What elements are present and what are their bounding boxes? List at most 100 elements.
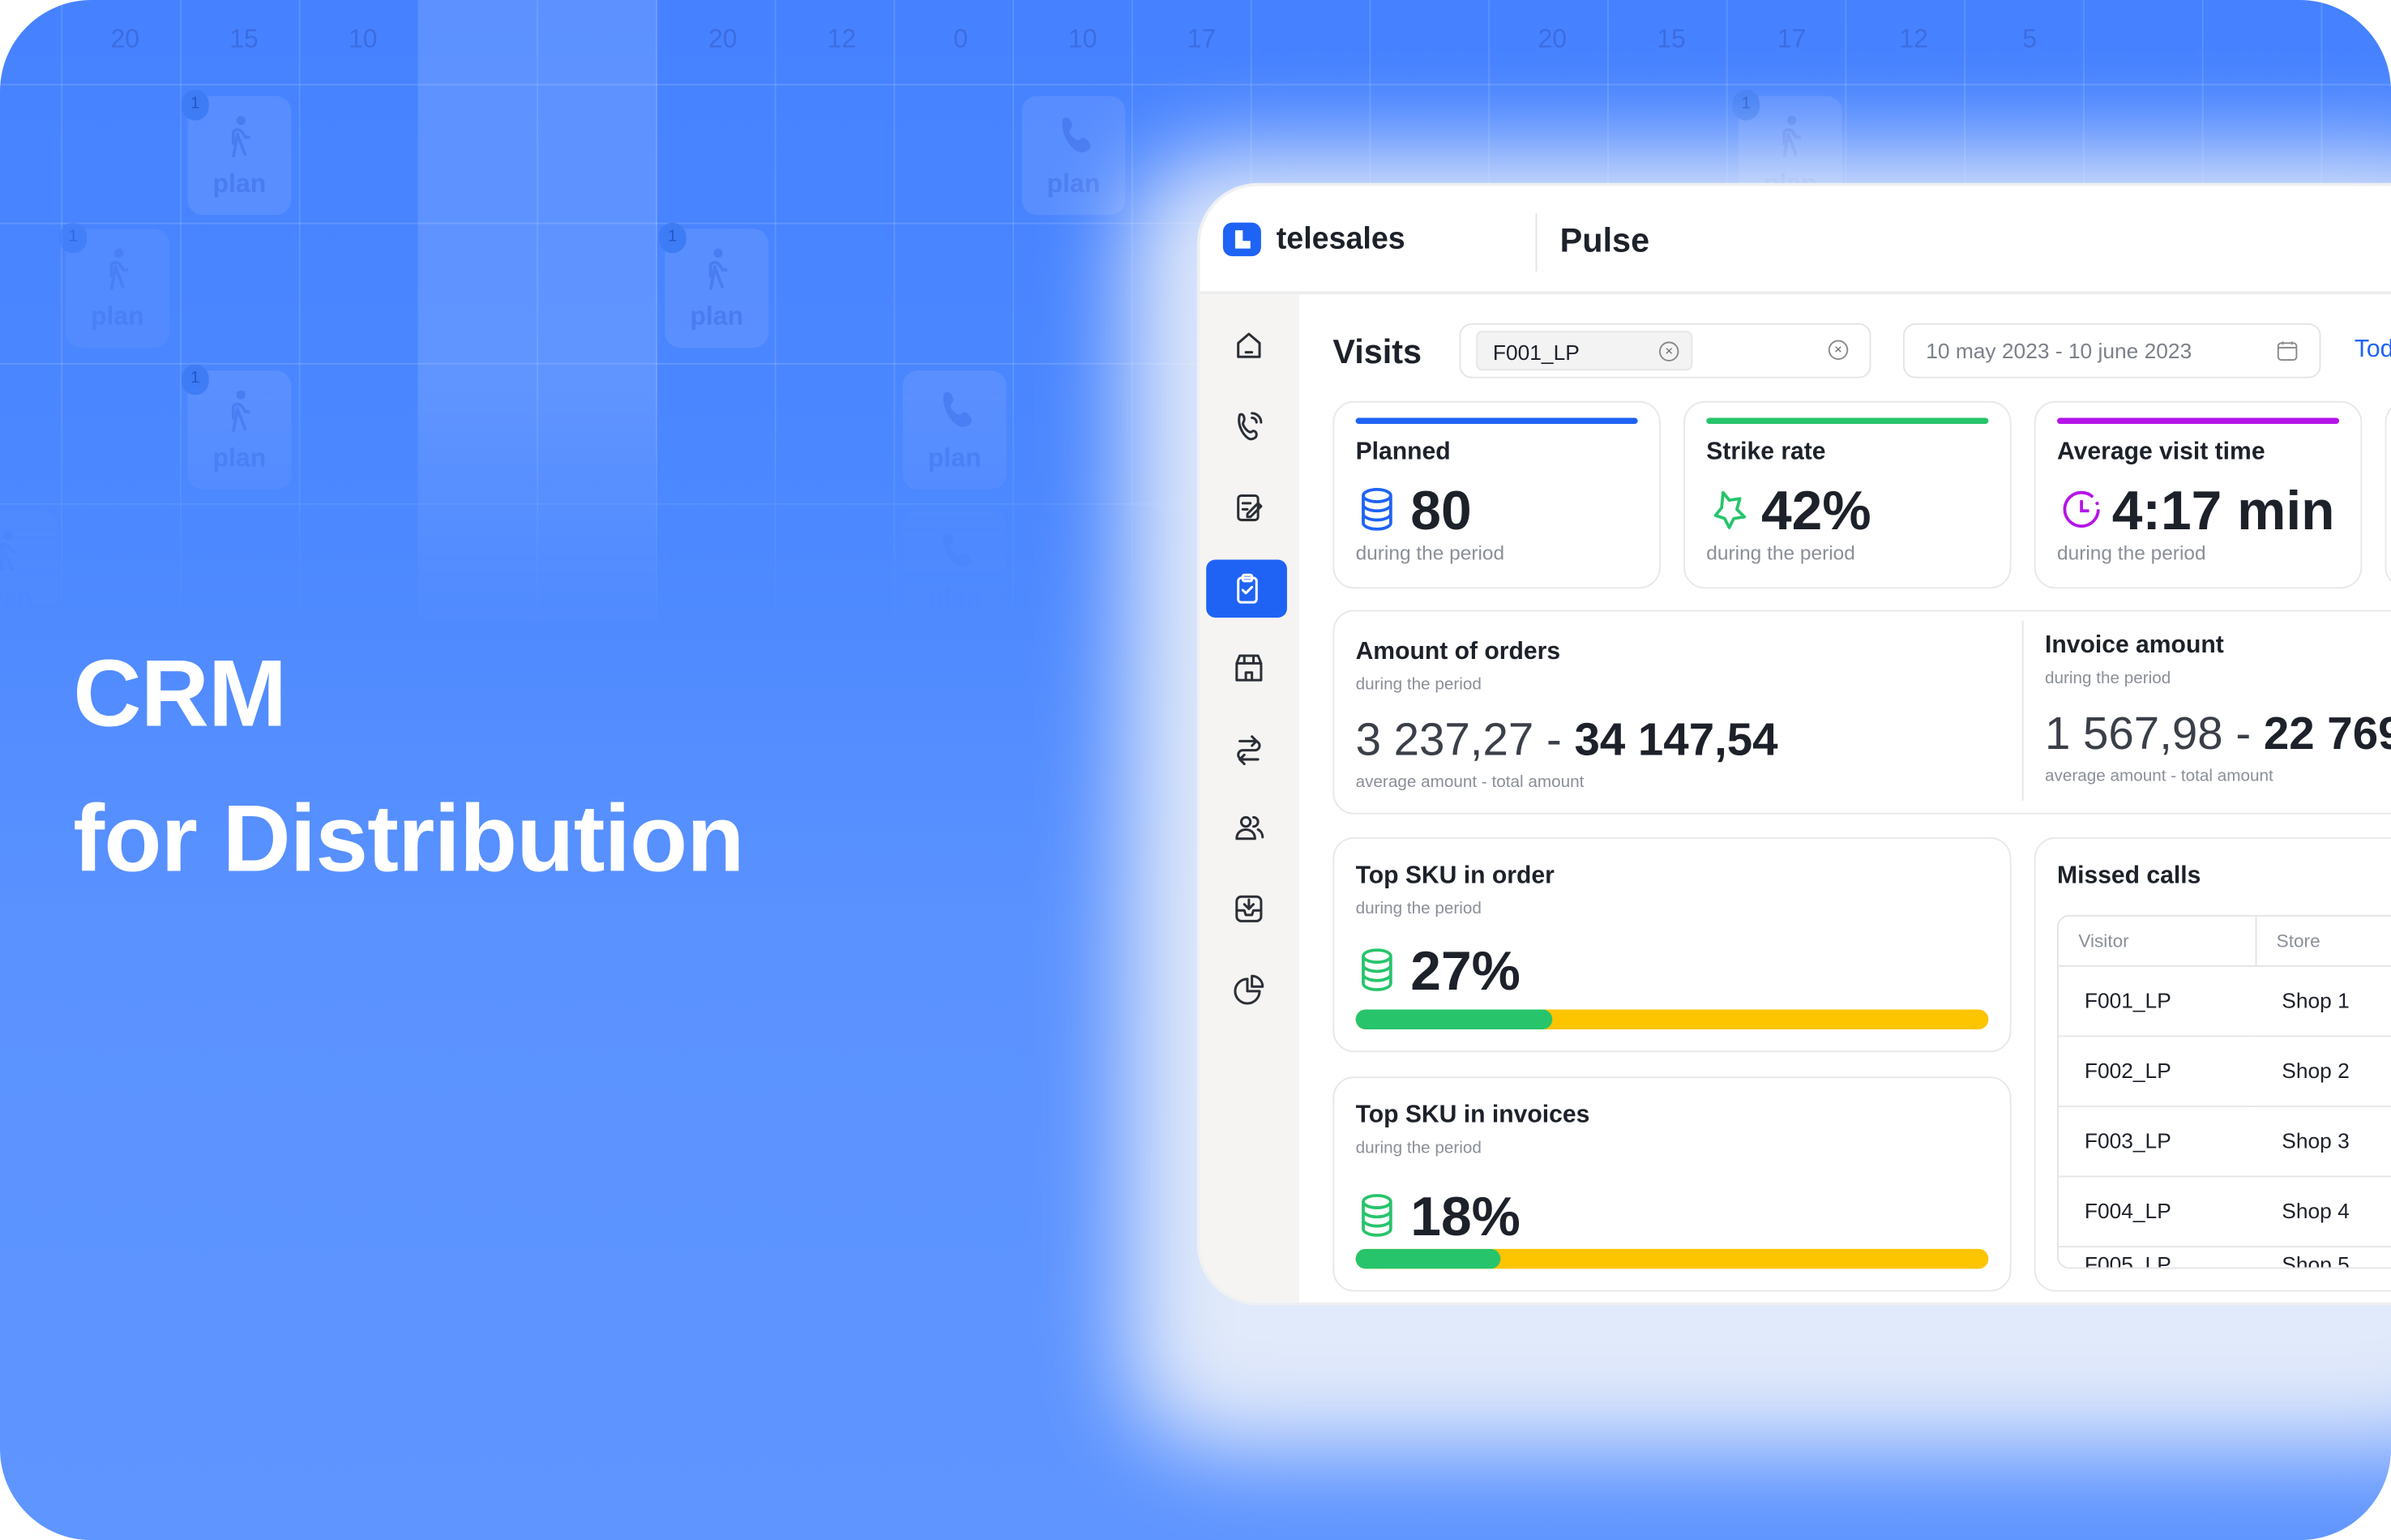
day-number: 17 — [1777, 24, 1807, 53]
table-cell: F001_LP — [2084, 988, 2171, 1013]
table-row[interactable]: F002_LP Shop 2 — [2058, 1035, 2391, 1106]
plan-label: plan — [212, 443, 267, 473]
plan-label: plan — [927, 584, 982, 614]
weekend-column — [538, 0, 657, 641]
day-number: 5 — [2022, 24, 2038, 53]
table-row[interactable]: F003_LP Shop 3 — [2058, 1106, 2391, 1176]
table-cell: F002_LP — [2084, 1058, 2171, 1083]
database-icon — [1362, 1194, 1392, 1237]
progress-fill — [1355, 1009, 1552, 1029]
grid-line — [893, 0, 896, 641]
day-number: 17 — [1187, 24, 1217, 53]
plan-badge: 1 — [181, 364, 209, 396]
sidebar-item-clipboard-check[interactable] — [1206, 559, 1287, 618]
kpi-accent-bar — [1706, 417, 1989, 425]
grid-line — [774, 0, 776, 641]
day-number: 20 — [110, 24, 140, 53]
kpi-sub: during the period — [1355, 541, 1505, 565]
orders-total: 34 147,54 — [1574, 715, 1778, 766]
kpi-accent-bar — [2057, 417, 2340, 425]
plan-label: plan — [1046, 169, 1101, 199]
kpi-value: 80 — [1410, 478, 1472, 541]
table-row[interactable]: F004_LP Shop 4 — [2058, 1176, 2391, 1247]
sku-invoice-sub: during the period — [1355, 1139, 1482, 1157]
kpi-accent-bar — [1355, 417, 1638, 425]
grid-line — [656, 0, 657, 641]
sidebar-item-phone-call[interactable] — [1218, 398, 1279, 453]
sku-invoice-title: Top SKU in invoices — [1355, 1102, 1590, 1129]
home-icon — [1237, 332, 1261, 358]
walking-person-icon — [231, 115, 250, 158]
grid-line — [0, 83, 2391, 86]
grid-line — [1012, 0, 1015, 641]
day-number: 0 — [953, 24, 969, 53]
clear-icon[interactable]: × — [1828, 340, 1849, 361]
table-cell: Shop 2 — [2282, 1058, 2350, 1083]
sidebar-item-inbox-download[interactable] — [1218, 881, 1279, 936]
day-number: 10 — [348, 24, 378, 53]
table-row[interactable]: F001_LP Shop 1 — [2058, 965, 2391, 1036]
table-cell: F004_LP — [2084, 1198, 2171, 1223]
phone-icon — [943, 532, 972, 567]
table-cell: Shop 5 — [2282, 1251, 2350, 1269]
grid-line — [298, 0, 301, 641]
invoice-average: 1 567,98 — [2044, 708, 2223, 759]
plan-badge: 1 — [181, 90, 209, 121]
plan-label: plan — [690, 302, 744, 332]
sidebar-item-home[interactable] — [1218, 319, 1279, 374]
missed-calls-table: Visitor Store F001_LP Shop 1 F002_LP Shop 2 F0… — [2057, 914, 2391, 1269]
walking-person-icon — [1782, 115, 1801, 158]
store-icon — [1235, 654, 1263, 682]
day-number: 15 — [1657, 24, 1686, 53]
invoice-title: Invoice amount — [2044, 632, 2224, 659]
grid-line — [537, 0, 539, 641]
sku-order-title: Top SKU in order — [1355, 862, 1555, 889]
visitor-filter-input[interactable]: F001_LP × × — [1459, 323, 1871, 379]
grid-line — [417, 0, 420, 641]
inbox-download-icon — [1235, 895, 1263, 922]
sidebar-item-users[interactable] — [1218, 801, 1279, 856]
sidebar-item-store[interactable] — [1218, 640, 1279, 695]
phone-icon — [1062, 118, 1091, 153]
chip-remove-icon[interactable]: × — [1658, 341, 1679, 361]
dashboard: Visits F001_LP × × 10 may 2023 - 10 june… — [1299, 294, 2391, 1303]
invoice-sub: during the period — [2044, 669, 2171, 688]
column-header[interactable]: Visitor — [2058, 916, 2256, 966]
table-cell: F003_LP — [2084, 1128, 2171, 1153]
page-title: Visits — [1332, 332, 1422, 371]
sku-order-sub: during the period — [1355, 900, 1482, 918]
divider — [1535, 213, 1538, 272]
sidebar-item-edit-note[interactable] — [1218, 481, 1279, 536]
kpi-card: Planned 80 during the period — [1332, 400, 1661, 589]
table-row[interactable]: F005_LP Shop 5 — [2059, 1246, 2391, 1268]
telesales-logo — [1222, 222, 1261, 257]
pie-chart-icon — [1234, 974, 1264, 1005]
day-number: 12 — [827, 24, 857, 53]
plan-badge: 1 — [59, 222, 88, 254]
plan-badge: 1 — [658, 222, 687, 254]
users-icon — [1235, 815, 1264, 841]
kpi-card: Average visit time 4:17 min during the p… — [2034, 400, 2363, 589]
walking-person-icon — [109, 248, 129, 290]
walking-person-icon — [0, 530, 17, 572]
today-link[interactable]: Today — [2354, 336, 2391, 363]
kpi-value: 42% — [1761, 478, 1871, 541]
app-window: telesales Pulse Visits F001_LP × × 10 ma… — [1196, 182, 2391, 1306]
sidebar-item-route[interactable] — [1218, 721, 1279, 776]
walking-person-icon — [708, 248, 728, 290]
plan-card: plan — [0, 511, 58, 631]
phone-icon — [943, 391, 972, 427]
day-number: 15 — [229, 24, 259, 53]
clipboard-check-icon — [1236, 573, 1257, 604]
kpi-card — [2385, 400, 2391, 589]
day-number: 12 — [1899, 24, 1928, 53]
date-range-picker[interactable]: 10 may 2023 - 10 june 2023 — [1902, 323, 2321, 379]
column-header[interactable]: Store — [2255, 916, 2391, 966]
sku-order-value: 27% — [1410, 939, 1521, 1003]
sidebar-item-pie-chart[interactable] — [1218, 962, 1279, 1017]
app-header: telesales Pulse — [1200, 186, 2391, 295]
invoice-total: 22 769, — [2263, 708, 2391, 759]
table-cell: F005_LP — [2084, 1251, 2171, 1269]
grid-line — [61, 0, 63, 641]
